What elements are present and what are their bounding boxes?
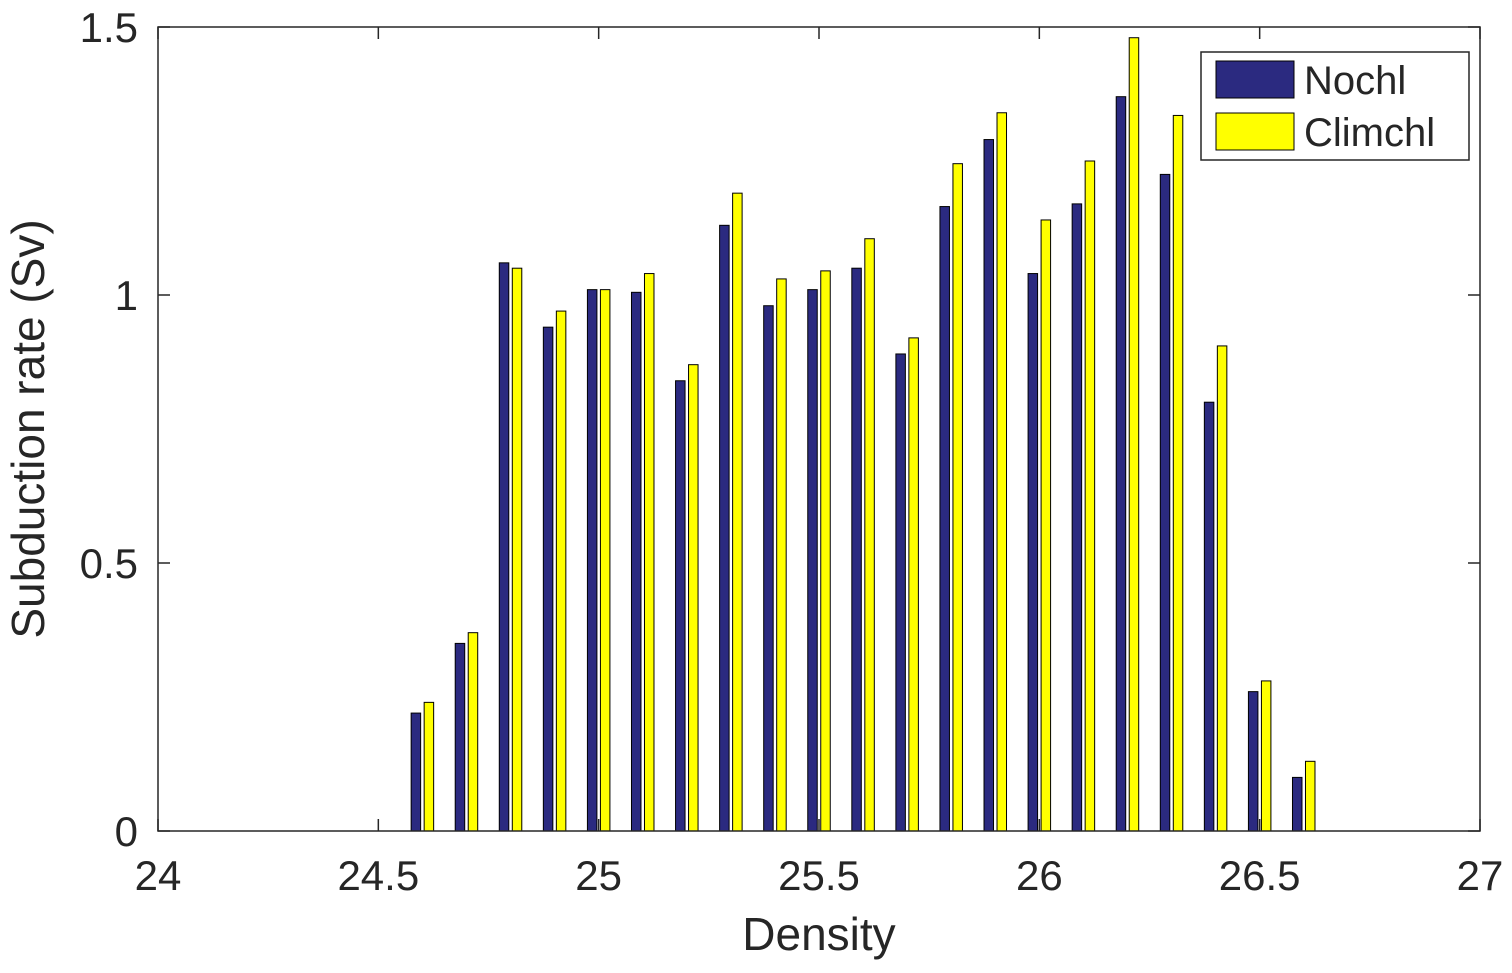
- bar-climchl-25.4: [776, 278, 787, 832]
- bar-climchl-25.5: [820, 270, 831, 832]
- bar-nochl-24.9: [542, 326, 554, 832]
- x-tick-label: 25.5: [778, 852, 860, 899]
- bar-climchl-24.8: [511, 267, 523, 832]
- bar-climchl-25: [599, 289, 611, 832]
- bar-nochl-26.4: [1203, 401, 1215, 832]
- ticks-layer: 24 24.5 25 25.5 26 26.5 27 0 0.5 1 1.5: [80, 4, 1504, 899]
- x-tick-label: 26: [1016, 852, 1063, 899]
- y-tick-label: 1.5: [80, 4, 138, 51]
- bar-climchl-26.2: [1128, 37, 1140, 832]
- bar-climchl-26.6: [1304, 760, 1316, 832]
- bar-nochl-26.5: [1247, 691, 1259, 832]
- x-tick-label: 27: [1457, 852, 1504, 899]
- x-tick-label: 24.5: [337, 852, 419, 899]
- bar-climchl-25.2: [688, 364, 699, 832]
- bar-nochl-25.1: [630, 291, 642, 832]
- y-tick-label: 0: [115, 808, 138, 855]
- x-tick-label: 26.5: [1219, 852, 1301, 899]
- bar-climchl-26.5: [1260, 680, 1272, 832]
- y-axis-label: Subduction rate (Sv): [2, 219, 54, 638]
- legend: Nochl Climchl: [1200, 51, 1470, 161]
- bar-nochl-25.6: [851, 267, 862, 832]
- bar-nochl-24.6: [410, 712, 422, 832]
- plot-area: [158, 27, 1480, 831]
- bar-climchl-26: [1040, 219, 1052, 832]
- bar-nochl-25.2: [675, 380, 686, 832]
- bar-climchl-25.6: [864, 238, 875, 832]
- y-tick-label: 1: [115, 272, 138, 319]
- bar-nochl-25.4: [763, 305, 774, 832]
- y-tick-label: 0.5: [80, 540, 138, 587]
- bar-nochl-26: [1027, 273, 1039, 832]
- bar-nochl-24.8: [498, 262, 510, 832]
- bar-climchl-25.7: [908, 337, 919, 832]
- bar-climchl-25.3: [732, 192, 743, 832]
- bar-nochl-26.2: [1115, 96, 1127, 832]
- bar-climchl-25.9: [996, 112, 1008, 832]
- bar-climchl-24.7: [467, 632, 479, 832]
- legend-swatch-climchl: [1215, 112, 1295, 151]
- bar-nochl-25.9: [983, 139, 995, 832]
- bar-climchl-26.1: [1084, 160, 1096, 832]
- bar-climchl-26.4: [1216, 345, 1228, 832]
- legend-label-climchl: Climchl: [1304, 111, 1435, 155]
- bar-climchl-24.6: [423, 701, 435, 832]
- bar-climchl-26.3: [1172, 114, 1184, 832]
- x-tick-label: 25: [575, 852, 622, 899]
- bar-nochl-25.8: [939, 206, 950, 832]
- bar-climchl-25.1: [643, 273, 655, 832]
- x-tick-label: 24: [135, 852, 182, 899]
- bar-nochl-25.5: [807, 289, 818, 832]
- x-axis-label: Density: [742, 908, 895, 960]
- bar-nochl-26.3: [1159, 173, 1171, 832]
- bar-nochl-25.7: [895, 353, 906, 832]
- bar-nochl-26.6: [1291, 776, 1303, 832]
- bar-climchl-25.8: [952, 163, 963, 832]
- legend-swatch-nochl: [1215, 60, 1295, 99]
- bar-climchl-24.9: [555, 310, 567, 832]
- bar-nochl-25: [586, 289, 598, 832]
- legend-label-nochl: Nochl: [1304, 59, 1406, 103]
- bar-nochl-24.7: [454, 642, 466, 832]
- bar-nochl-25.3: [719, 224, 730, 832]
- bar-nochl-26.1: [1071, 203, 1083, 832]
